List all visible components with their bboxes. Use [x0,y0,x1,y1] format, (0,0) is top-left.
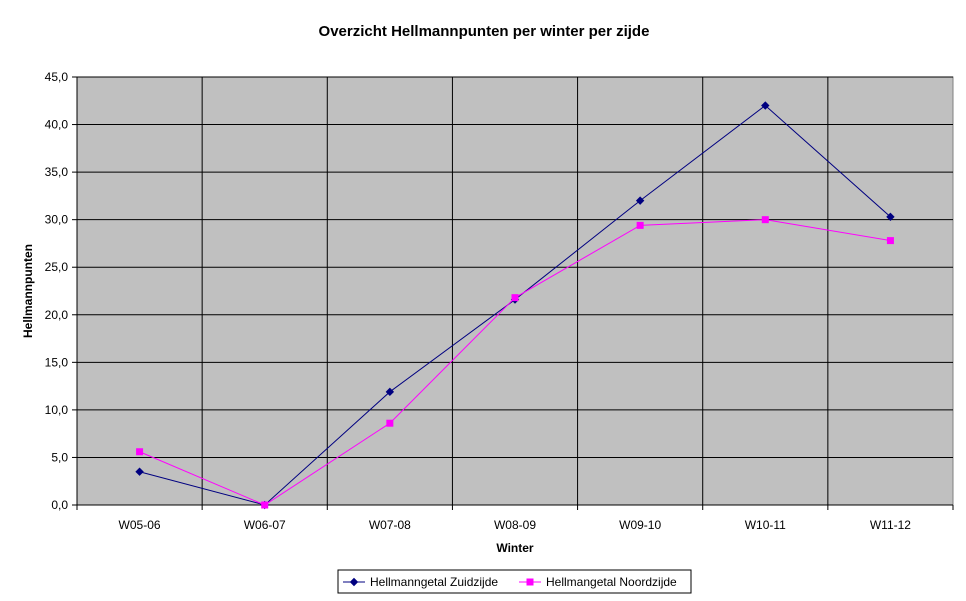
x-axis-label: Winter [496,541,534,555]
x-tick-label: W07-08 [369,518,411,532]
data-point [636,221,644,229]
legend: Hellmanngetal Zuidzijde Hellmangetal Noor… [337,569,692,594]
data-point [526,578,534,586]
series-layer [135,101,895,510]
x-tick-label: W11-12 [870,518,911,532]
legend-label: Hellmangetal Noordzijde [546,575,677,589]
y-tick-label: 40,0 [45,118,69,132]
y-tick-label: 45,0 [45,70,69,84]
data-point [261,501,269,509]
y-tick-label: 30,0 [45,213,69,227]
x-tick-label: W10-11 [745,518,786,532]
data-point [385,387,395,397]
y-axis-label: Hellmannpunten [21,244,35,338]
y-tick-label: 5,0 [51,450,68,464]
legend-label: Hellmanngetal Zuidzijde [370,575,498,589]
y-tick-label: 15,0 [45,355,69,369]
data-point [511,294,519,302]
grid-lines [76,76,953,506]
data-point [136,448,144,456]
data-point [886,237,894,245]
legend-entry: Hellmangetal Noordzijde [519,575,677,589]
legend-entry: Hellmanngetal Zuidzijde [343,575,498,589]
y-tick-label: 25,0 [45,260,69,274]
data-point [761,101,770,110]
x-axis-ticks: W05-06 W06-07 W07-08 W08-09 W09-10 W10-11 W11-… [76,505,954,532]
data-point [886,212,895,222]
data-point [761,216,769,224]
data-point [635,196,645,205]
y-tick-label: 35,0 [45,165,69,179]
x-tick-label: W06-07 [244,518,286,532]
y-tick-label: 10,0 [45,403,69,417]
chart-title: Overzicht Hellmannpunten per winter per … [319,23,650,40]
plot-area [76,76,954,506]
y-tick-label: 20,0 [45,308,69,322]
x-tick-label: W08-09 [494,518,536,532]
y-tick-label: 0,0 [51,498,68,512]
x-tick-label: W05-06 [119,518,161,532]
x-tick-label: W09-10 [619,518,661,532]
data-point [349,577,359,587]
data-point [386,419,394,427]
series-2 [136,216,894,509]
y-axis-ticks: 0,0 5,0 10,0 15,0 20,0 25,0 30,0 35,0 40,0 45,0 [45,70,77,512]
legend-box [337,569,692,594]
data-point [135,467,144,476]
